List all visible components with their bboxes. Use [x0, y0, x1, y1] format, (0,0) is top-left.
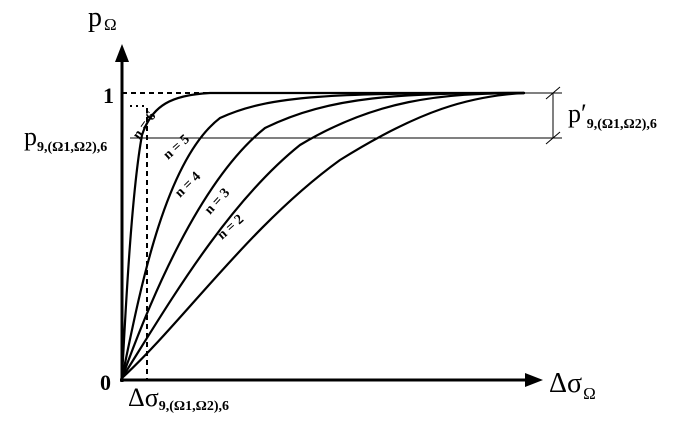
curve-n3 — [120, 91, 526, 380]
origin-label: 0 — [100, 370, 111, 395]
curve-n6 — [120, 91, 526, 380]
dimension-tick-top — [545, 86, 561, 100]
p-level-label: p9,(Ω1,Ω2),6 — [24, 122, 107, 155]
y-one-label: 1 — [103, 83, 114, 108]
dimension-tick-bottom — [545, 131, 561, 145]
curve-label-n3: n = 3 — [202, 186, 233, 218]
curve-n2 — [120, 91, 526, 380]
sigma-label: Δσ9,(Ω1,Ω2),6 — [128, 383, 229, 414]
curve-label-n4: n = 4 — [172, 169, 204, 201]
p-prime-label: p′9,(Ω1,Ω2),6 — [568, 99, 657, 132]
curve-n4 — [120, 91, 526, 380]
curve-n5 — [120, 91, 526, 380]
x-axis-label: ΔσΩ — [549, 368, 596, 403]
curve-label-n6: n = 6 — [130, 109, 159, 142]
y-axis-arrow — [115, 44, 129, 62]
x-axis-arrow — [525, 373, 543, 387]
